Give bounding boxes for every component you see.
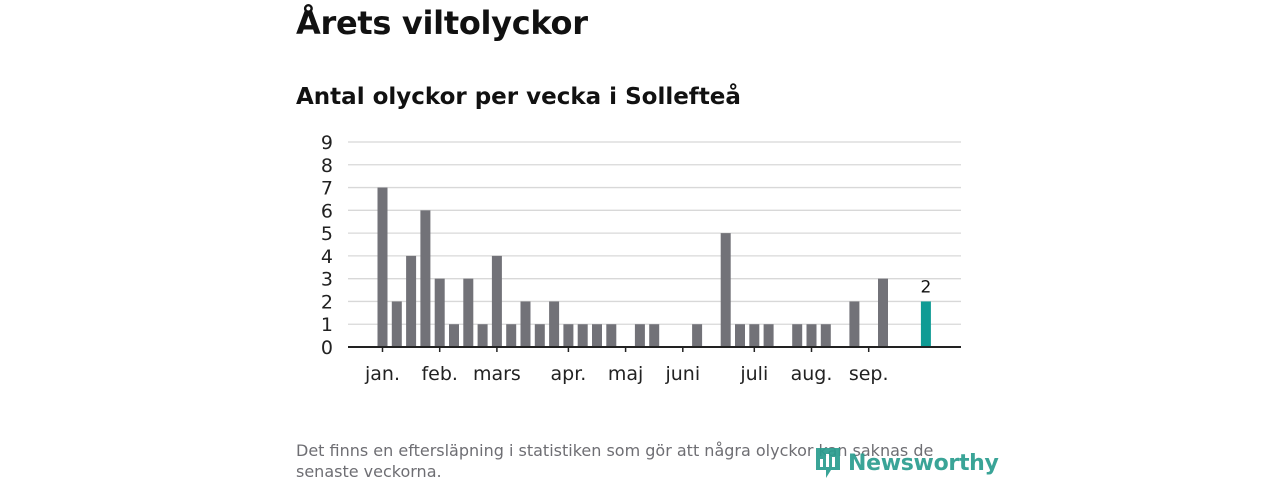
- bar: [749, 324, 760, 347]
- x-tick-label: apr.: [550, 363, 586, 385]
- y-tick-label: 8: [321, 155, 333, 177]
- chart-subtitle: Antal olyckor per vecka i Sollefteå: [296, 84, 741, 110]
- y-tick-label: 3: [321, 269, 333, 291]
- bar: [592, 324, 602, 347]
- footnote: Det finns en eftersläpning i statistiken…: [296, 441, 934, 481]
- x-tick-label: sep.: [849, 363, 889, 385]
- chart-title: Årets viltolyckor: [296, 4, 588, 42]
- x-tick-label: maj: [608, 363, 643, 385]
- bar-highlight: [920, 301, 931, 347]
- newsworthy-brand[interactable]: Newsworthy: [814, 446, 999, 480]
- bar: [763, 324, 774, 347]
- bar: [420, 210, 431, 347]
- bar: [506, 324, 517, 347]
- y-tick-label: 4: [321, 246, 333, 268]
- bar: [720, 233, 731, 347]
- bar: [463, 278, 474, 347]
- y-tick-label: 0: [321, 337, 333, 359]
- bar: [449, 324, 459, 347]
- bars: [377, 187, 931, 347]
- bar: [434, 278, 445, 347]
- data-label: 2: [920, 277, 931, 297]
- bar: [606, 324, 617, 347]
- y-tick-label: 9: [321, 132, 333, 154]
- bar: [820, 324, 831, 347]
- y-tick-label: 1: [321, 314, 333, 336]
- data-labels: 2: [920, 277, 931, 297]
- x-tick-label: feb.: [421, 363, 457, 385]
- y-tick-label: 7: [321, 178, 333, 200]
- bar: [806, 324, 817, 347]
- bar: [692, 324, 703, 347]
- bar: [577, 324, 588, 347]
- gridlines: [348, 141, 961, 325]
- bar: [792, 324, 803, 347]
- bar: [520, 301, 531, 347]
- x-tick-label: mars: [473, 363, 521, 385]
- x-tick-label: juli: [739, 363, 768, 385]
- x-tick-label: aug.: [791, 363, 833, 385]
- bar: [491, 255, 502, 347]
- bar: [534, 324, 545, 347]
- x-axis: jan. feb. mars apr. maj juni juli aug. sep.: [348, 346, 961, 385]
- bar: [735, 324, 745, 347]
- brand-name: Newsworthy: [848, 450, 999, 476]
- bar: [634, 324, 645, 347]
- bar: [406, 255, 417, 347]
- x-tick-label: juni: [664, 363, 700, 385]
- bar: [391, 301, 402, 347]
- y-tick-label: 2: [321, 291, 333, 313]
- y-tick-label: 6: [321, 200, 333, 222]
- newsworthy-logo-icon: [816, 448, 840, 478]
- bar: [849, 301, 860, 347]
- bar: [377, 187, 388, 347]
- bar: [563, 324, 574, 347]
- x-tick-label: jan.: [364, 363, 400, 385]
- bar: [649, 324, 660, 347]
- y-tick-label: 5: [321, 223, 333, 245]
- bar: [477, 324, 488, 347]
- bar: [878, 278, 888, 347]
- bar: [549, 301, 560, 347]
